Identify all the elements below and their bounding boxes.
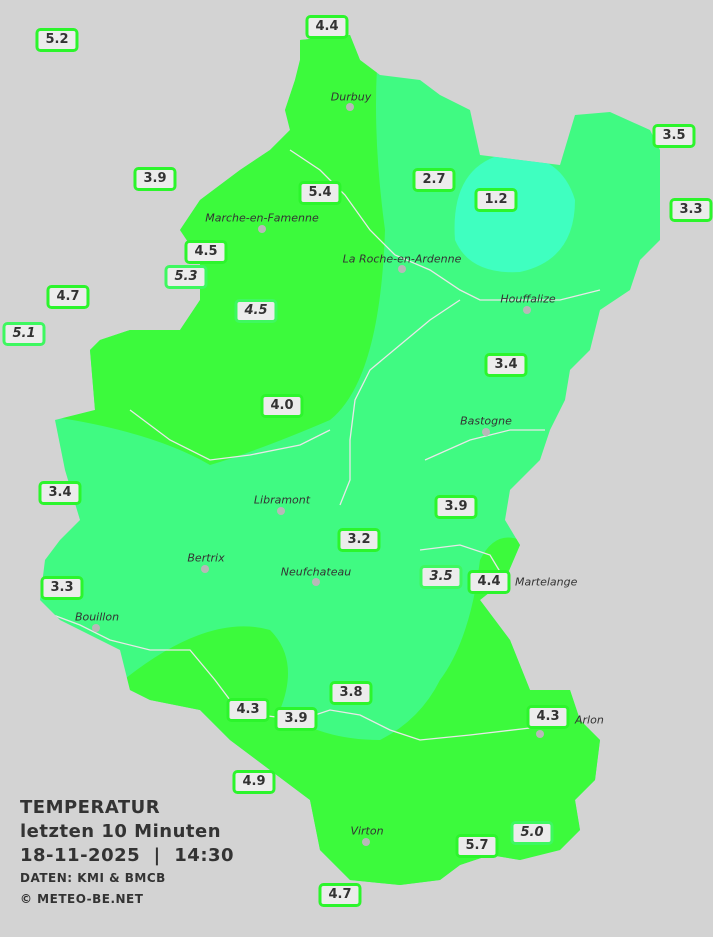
city-dot bbox=[201, 565, 209, 573]
city-dot bbox=[277, 507, 285, 515]
station-label[interactable]: 4.7 bbox=[46, 285, 90, 309]
station-label[interactable]: 1.2 bbox=[474, 188, 518, 212]
station-label[interactable]: 5.2 bbox=[35, 28, 79, 52]
city-label: Durbuy bbox=[330, 90, 372, 104]
legend-title: TEMPERATUR bbox=[20, 797, 161, 818]
station-label[interactable]: 2.7 bbox=[412, 168, 456, 192]
city-dot bbox=[482, 428, 490, 436]
city-label: Neufchateau bbox=[280, 565, 352, 579]
zone-0-2 bbox=[454, 154, 575, 273]
city-dot bbox=[312, 578, 320, 586]
station-label-estimated[interactable]: 5.3 bbox=[164, 265, 208, 289]
station-label-estimated[interactable]: 4.5 bbox=[234, 299, 278, 323]
station-label-estimated[interactable]: 3.5 bbox=[419, 565, 463, 589]
station-label[interactable]: 3.2 bbox=[337, 528, 381, 552]
map-legend: TEMPERATUR letzten 10 Minuten 18-11-2025… bbox=[20, 796, 234, 910]
station-label[interactable]: 3.9 bbox=[434, 495, 478, 519]
station-label[interactable]: 4.5 bbox=[184, 240, 228, 264]
city-dot bbox=[362, 838, 370, 846]
station-label[interactable]: 3.9 bbox=[133, 167, 177, 191]
station-label[interactable]: 4.9 bbox=[232, 770, 276, 794]
station-label[interactable]: 3.5 bbox=[652, 124, 696, 148]
city-label: Virton bbox=[350, 824, 384, 838]
station-label[interactable]: 4.4 bbox=[467, 570, 511, 594]
city-dot bbox=[258, 225, 266, 233]
station-label-estimated[interactable]: 5.1 bbox=[2, 322, 46, 346]
city-dot bbox=[398, 265, 406, 273]
legend-datetime: 18-11-2025 | 14:30 bbox=[20, 845, 235, 866]
city-label: Bertrix bbox=[187, 551, 225, 565]
station-label[interactable]: 3.4 bbox=[38, 481, 82, 505]
station-label[interactable]: 4.0 bbox=[260, 394, 304, 418]
city-label: La Roche-en-Ardenne bbox=[342, 252, 462, 266]
station-label[interactable]: 4.3 bbox=[226, 698, 270, 722]
city-label: Houffalize bbox=[500, 292, 556, 306]
city-dot bbox=[92, 624, 100, 632]
station-label[interactable]: 5.4 bbox=[298, 181, 342, 205]
city-label: Bouillon bbox=[74, 610, 120, 624]
station-label[interactable]: 3.8 bbox=[329, 681, 373, 705]
city-dot bbox=[346, 103, 354, 111]
station-label[interactable]: 3.3 bbox=[40, 576, 84, 600]
legend-copyright: © METEO-BE.NET bbox=[20, 892, 144, 906]
station-label[interactable]: 3.4 bbox=[484, 353, 528, 377]
station-label[interactable]: 4.3 bbox=[526, 705, 570, 729]
city-label: Martelange bbox=[515, 575, 578, 589]
city-label: Marche-en-Famenne bbox=[205, 211, 319, 225]
city-label: Bastogne bbox=[460, 414, 512, 428]
city-dot bbox=[536, 730, 544, 738]
station-label-estimated[interactable]: 5.0 bbox=[510, 821, 554, 845]
legend-period: letzten 10 Minuten bbox=[20, 821, 222, 842]
station-label[interactable]: 4.4 bbox=[305, 15, 349, 39]
station-label[interactable]: 3.9 bbox=[274, 707, 318, 731]
city-label: Arlon bbox=[575, 713, 604, 727]
station-label[interactable]: 5.7 bbox=[455, 834, 499, 858]
city-dot bbox=[523, 306, 531, 314]
station-label[interactable]: 3.3 bbox=[669, 198, 713, 222]
station-label[interactable]: 4.7 bbox=[318, 883, 362, 907]
legend-source: DATEN: KMI & BMCB bbox=[20, 871, 166, 885]
city-label: Libramont bbox=[253, 493, 311, 507]
